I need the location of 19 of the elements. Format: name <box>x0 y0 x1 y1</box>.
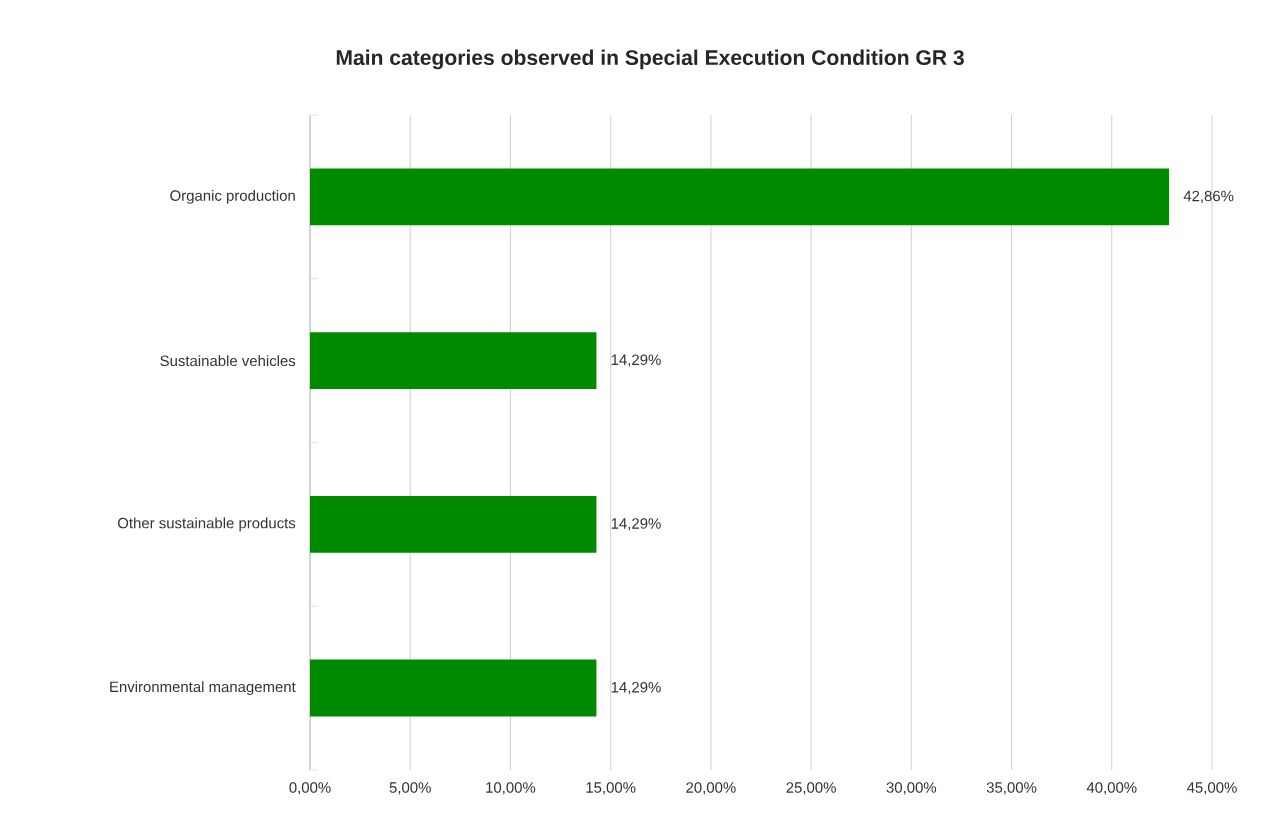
x-tick-label: 5,00% <box>389 782 431 795</box>
x-tick-label: 25,00% <box>786 782 836 795</box>
y-tick-label: Sustainable vehicles <box>160 355 296 367</box>
data-label: 42,86% <box>1183 190 1234 204</box>
x-tick-label: 15,00% <box>586 782 636 795</box>
x-tick-label: 0,00% <box>289 782 331 795</box>
x-tick-label: 10,00% <box>486 782 536 795</box>
x-tick-label: 40,00% <box>1086 782 1137 795</box>
x-tick-label: 45,00% <box>1186 782 1237 795</box>
y-tick-label: Other sustainable products <box>118 517 296 532</box>
chart-title: Main categories observed in Special Execution Condition GR 3 <box>336 49 964 70</box>
y-tick-label: Environmental management <box>110 681 296 696</box>
x-tick-label: 30,00% <box>886 782 937 795</box>
y-tick-label: Organic production <box>170 189 295 204</box>
data-label: 14,29% <box>611 518 661 531</box>
data-label: 14,29% <box>611 681 661 695</box>
x-tick-label: 35,00% <box>986 782 1037 795</box>
data-label: 14,29% <box>611 354 661 367</box>
x-tick-label: 20,00% <box>686 782 736 795</box>
